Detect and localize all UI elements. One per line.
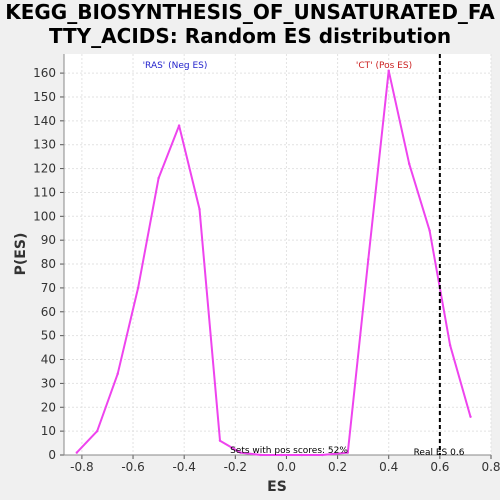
x-tick-label: 0.0: [277, 460, 296, 474]
pos-scores-label: Sets with pos scores: 52%: [230, 446, 348, 456]
y-tick-label: 100: [33, 209, 56, 223]
x-tick-label: -0.4: [172, 460, 195, 474]
data-point: [367, 258, 370, 261]
data-point: [300, 453, 303, 457]
data-point: [259, 453, 263, 457]
data-point: [177, 124, 181, 127]
data-point: [218, 439, 222, 442]
series-layer: [75, 69, 472, 457]
x-tick-label: -0.2: [224, 460, 247, 474]
data-point: [136, 286, 140, 290]
y-tick-label: 70: [41, 281, 56, 295]
y-tick-label: 80: [41, 257, 56, 271]
y-tick-label: 30: [41, 376, 56, 390]
y-axis-label: P(ES): [13, 233, 29, 276]
data-point: [321, 453, 324, 457]
data-point: [116, 372, 119, 376]
x-tick-label: 0.4: [379, 460, 398, 474]
y-tick-label: 120: [33, 162, 56, 176]
real-es-label: Real ES 0.6: [414, 448, 465, 458]
y-tick-label: 130: [33, 138, 56, 152]
y-tick-label: 50: [41, 329, 56, 343]
x-axis-label: ES: [267, 479, 287, 495]
data-point: [157, 176, 160, 180]
axes: -0.8 -0.6 -0.4 -0.2 0.0 0.2 0.4 0.6 0.8 0 10 20 30 40…: [33, 54, 500, 474]
y-tick-label: 10: [41, 424, 56, 438]
chart-title-line-1: KEGG_BIOSYNTHESIS_OF_UNSATURATED_FA: [5, 0, 495, 24]
neg-es-label: 'RAS' (Neg ES): [143, 61, 208, 71]
x-tick-label: -0.6: [121, 460, 144, 474]
plot-area: [64, 54, 491, 455]
x-tick-label: 0.2: [328, 460, 347, 474]
data-point: [280, 453, 283, 457]
y-tick-label: 0: [48, 448, 56, 462]
y-tick-label: 40: [41, 353, 56, 367]
y-tick-label: 60: [41, 305, 56, 319]
y-tick-label: 140: [33, 114, 56, 128]
y-tick-label: 160: [33, 66, 56, 80]
data-point: [75, 451, 78, 454]
x-tick-label: 0.8: [481, 460, 500, 474]
pos-es-label: 'CT' (Pos ES): [356, 61, 412, 71]
series-line: [76, 69, 472, 456]
data-point: [239, 451, 242, 454]
y-tick-label: 20: [41, 400, 56, 414]
chart-title-line-2: TTY_ACIDS: Random ES distribution: [49, 24, 451, 48]
data-point: [346, 451, 350, 454]
y-tick-label: 150: [33, 90, 56, 104]
data-point: [96, 429, 99, 433]
x-tick-label: -0.8: [70, 460, 93, 474]
y-tick-label: 90: [41, 233, 56, 247]
data-point: [407, 162, 411, 165]
y-tick-label: 110: [33, 185, 56, 199]
data-point: [387, 69, 390, 72]
data-point: [428, 229, 431, 232]
data-point: [469, 415, 472, 419]
x-tick-label: 0.6: [430, 460, 449, 474]
data-point: [198, 207, 201, 211]
data-point: [448, 344, 452, 347]
